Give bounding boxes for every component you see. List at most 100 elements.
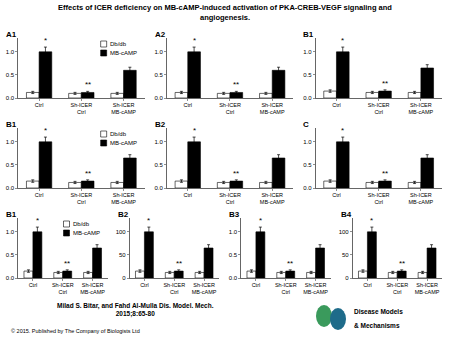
svg-text:MB-cAMP: MB-cAMP xyxy=(73,230,100,236)
svg-text:0.0: 0.0 xyxy=(6,185,15,191)
svg-text:1.0: 1.0 xyxy=(155,49,164,55)
svg-text:Ctrl: Ctrl xyxy=(363,282,372,288)
svg-text:0.5: 0.5 xyxy=(303,162,312,168)
svg-text:Sh-ICERCtrl: Sh-ICERCtrl xyxy=(368,192,390,205)
svg-text:Ctrl: Ctrl xyxy=(332,102,341,108)
svg-text:Ctrl: Ctrl xyxy=(140,282,149,288)
svg-text:Sh-ICERCtrl: Sh-ICERCtrl xyxy=(386,282,408,295)
svg-text:Sh-ICERMB-cAMP: Sh-ICERMB-cAMP xyxy=(303,282,328,295)
svg-text:100: 100 xyxy=(339,229,350,235)
svg-text:50: 50 xyxy=(119,252,126,258)
svg-text:*: * xyxy=(341,36,344,45)
svg-text:**: ** xyxy=(233,80,239,89)
svg-text:Db/db: Db/db xyxy=(110,131,127,137)
svg-text:Sh-ICERMB-cAMP: Sh-ICERMB-cAMP xyxy=(111,102,136,115)
svg-text:1.0: 1.0 xyxy=(303,49,312,55)
svg-text:Db/db: Db/db xyxy=(110,41,127,47)
svg-text:0: 0 xyxy=(122,275,126,281)
svg-text:0.5: 0.5 xyxy=(229,252,238,258)
svg-text:1.0: 1.0 xyxy=(6,139,15,145)
svg-text:**: ** xyxy=(176,259,182,268)
svg-text:Sh-ICERCtrl: Sh-ICERCtrl xyxy=(52,282,74,295)
svg-text:0.0: 0.0 xyxy=(155,185,164,191)
svg-text:*: * xyxy=(370,216,373,225)
svg-text:B2: B2 xyxy=(118,210,129,219)
svg-text:Sh-ICERMB-cAMP: Sh-ICERMB-cAMP xyxy=(415,282,440,295)
svg-text:0.0: 0.0 xyxy=(303,95,312,101)
svg-text:**: ** xyxy=(287,259,293,268)
svg-text:1.0: 1.0 xyxy=(229,229,238,235)
svg-text:Db/db: Db/db xyxy=(73,221,90,227)
svg-text:0.0: 0.0 xyxy=(6,95,15,101)
svg-text:0.5: 0.5 xyxy=(155,162,164,168)
svg-text:**: ** xyxy=(85,169,91,178)
svg-text:MB-cAMP: MB-cAMP xyxy=(110,50,137,56)
svg-text:*: * xyxy=(44,126,47,135)
svg-text:& Mechanisms: & Mechanisms xyxy=(354,322,400,329)
svg-text:Sh-ICERCtrl: Sh-ICERCtrl xyxy=(163,282,185,295)
svg-text:Sh-ICERMB-cAMP: Sh-ICERMB-cAMP xyxy=(80,282,105,295)
svg-text:0.5: 0.5 xyxy=(6,72,15,78)
svg-text:**: ** xyxy=(399,259,405,268)
svg-text:0: 0 xyxy=(345,275,349,281)
svg-text:1.0: 1.0 xyxy=(155,139,164,145)
svg-text:0.0: 0.0 xyxy=(303,185,312,191)
svg-text:Sh-ICERCtrl: Sh-ICERCtrl xyxy=(368,102,390,115)
svg-text:MB-cAMP: MB-cAMP xyxy=(110,140,137,146)
svg-text:0.5: 0.5 xyxy=(303,72,312,78)
svg-text:B4: B4 xyxy=(341,210,352,219)
svg-text:*: * xyxy=(147,216,150,225)
svg-text:B1: B1 xyxy=(303,30,314,39)
svg-text:Sh-ICERCtrl: Sh-ICERCtrl xyxy=(70,102,92,115)
svg-text:Sh-ICERCtrl: Sh-ICERCtrl xyxy=(219,102,241,115)
svg-text:**: ** xyxy=(85,80,91,89)
svg-text:Ctrl: Ctrl xyxy=(183,192,192,198)
svg-text:Effects of ICER deficiency on: Effects of ICER deficiency on MB-cAMP-in… xyxy=(58,3,392,22)
svg-text:0.5: 0.5 xyxy=(155,72,164,78)
svg-text:1.0: 1.0 xyxy=(6,229,15,235)
svg-text:*: * xyxy=(341,126,344,135)
svg-text:*: * xyxy=(44,36,47,45)
svg-text:B1: B1 xyxy=(6,210,17,219)
svg-text:Milad S. Bitar, and Fahd Al-Mu: Milad S. Bitar, and Fahd Al-Mulla Dis. M… xyxy=(57,302,214,318)
svg-text:© 2015. Published by The Compa: © 2015. Published by The Company of Biol… xyxy=(11,328,140,334)
svg-text:A1: A1 xyxy=(6,30,17,39)
svg-text:Ctrl: Ctrl xyxy=(252,282,261,288)
svg-text:Sh-ICERMB-cAMP: Sh-ICERMB-cAMP xyxy=(260,192,285,205)
svg-text:1.0: 1.0 xyxy=(6,49,15,55)
svg-text:50: 50 xyxy=(342,252,349,258)
svg-text:Ctrl: Ctrl xyxy=(332,192,341,198)
svg-text:B3: B3 xyxy=(229,210,240,219)
svg-text:*: * xyxy=(259,216,262,225)
svg-text:C: C xyxy=(303,120,309,129)
svg-text:B2: B2 xyxy=(155,120,166,129)
svg-text:Sh-ICERMB-cAMP: Sh-ICERMB-cAMP xyxy=(260,102,285,115)
svg-text:Ctrl: Ctrl xyxy=(35,102,44,108)
svg-text:*: * xyxy=(36,216,39,225)
svg-text:0.0: 0.0 xyxy=(229,275,238,281)
svg-text:*: * xyxy=(193,36,196,45)
svg-text:Sh-ICERMB-cAMP: Sh-ICERMB-cAMP xyxy=(111,192,136,205)
svg-text:Ctrl: Ctrl xyxy=(35,192,44,198)
svg-text:**: ** xyxy=(382,79,388,88)
svg-text:*: * xyxy=(193,126,196,135)
svg-text:100: 100 xyxy=(116,229,127,235)
svg-text:Ctrl: Ctrl xyxy=(29,282,38,288)
svg-text:**: ** xyxy=(64,259,70,268)
svg-text:0.5: 0.5 xyxy=(6,252,15,258)
svg-text:**: ** xyxy=(233,169,239,178)
svg-text:**: ** xyxy=(382,169,388,178)
svg-text:B1: B1 xyxy=(6,120,17,129)
svg-text:Sh-ICERMB-cAMP: Sh-ICERMB-cAMP xyxy=(409,192,434,205)
svg-text:0.0: 0.0 xyxy=(6,275,15,281)
svg-text:Sh-ICERCtrl: Sh-ICERCtrl xyxy=(275,282,297,295)
svg-text:Ctrl: Ctrl xyxy=(183,102,192,108)
svg-text:Sh-ICERMB-cAMP: Sh-ICERMB-cAMP xyxy=(192,282,217,295)
svg-text:1.0: 1.0 xyxy=(303,139,312,145)
svg-text:A2: A2 xyxy=(155,30,166,39)
svg-text:0.5: 0.5 xyxy=(6,162,15,168)
svg-text:Disease Models: Disease Models xyxy=(354,308,403,315)
svg-text:Sh-ICERCtrl: Sh-ICERCtrl xyxy=(70,192,92,205)
svg-text:0.0: 0.0 xyxy=(155,95,164,101)
svg-text:Sh-ICERMB-cAMP: Sh-ICERMB-cAMP xyxy=(409,102,434,115)
